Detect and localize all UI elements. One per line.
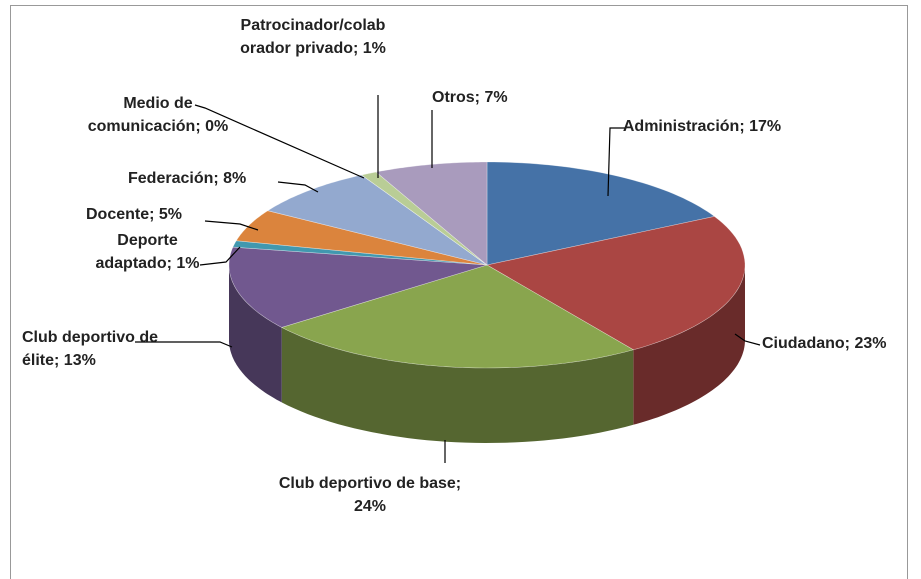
leader-line (277, 181, 319, 193)
data-label: Deporte adaptado; 1% (95, 232, 200, 272)
leader-line (734, 333, 761, 346)
leader-line (607, 127, 625, 197)
slice (360, 171, 488, 266)
slice-side (633, 265, 745, 425)
slice (267, 174, 488, 266)
slice (486, 161, 716, 266)
slices (228, 161, 746, 443)
leader-line (199, 246, 241, 266)
slice (280, 264, 635, 369)
data-label: Patrocinador/colaborador privado; 1% (240, 17, 386, 57)
leader-line (135, 341, 233, 348)
data-label: Federación; 8% (128, 170, 247, 187)
slice (486, 216, 746, 351)
slice-side (229, 265, 282, 403)
slice-side (281, 327, 634, 443)
slice (228, 246, 488, 328)
data-label: Otros; 7% (432, 89, 508, 106)
slice (235, 210, 488, 266)
data-label: Administración; 17% (622, 118, 782, 135)
data-label: Club deportivo de base; 24% (278, 475, 462, 515)
leader-line (204, 220, 259, 231)
data-label: Docente; 5% (86, 206, 183, 223)
leader-line (194, 104, 365, 179)
data-label: Medio de comunicación; 0% (87, 95, 229, 135)
data-label: Ciudadano; 23% (762, 335, 887, 352)
slice (375, 161, 488, 266)
data-label: Club deportivo de élite; 13% (22, 329, 158, 369)
